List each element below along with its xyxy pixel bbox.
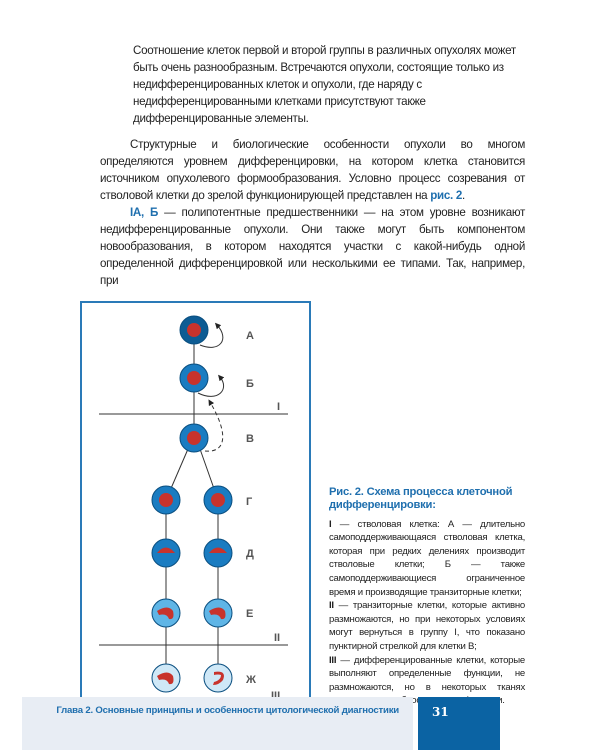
paragraph-2: IА, Б — полипотентные предшественники — …	[100, 206, 525, 287]
caption-title: Рис. 2. Схема процесса клеточной диффере…	[329, 485, 513, 512]
figure-row: А Б В Г Д Е Ж I II III Рис. 2. Схема про…	[0, 301, 600, 708]
paragraph-1: Структурные и биологические особенности …	[100, 138, 525, 202]
cell-b	[179, 363, 209, 393]
caption-text: I — стволовая клетка: А — длительно само…	[329, 518, 525, 708]
nucleus	[213, 671, 224, 685]
self-renew-arrow-a	[199, 322, 224, 348]
nucleus	[157, 607, 174, 620]
figure-frame	[80, 301, 311, 708]
cell-label-a: А	[246, 330, 254, 342]
group-label-II: II	[274, 632, 280, 644]
cell-label-e: Е	[246, 608, 253, 620]
nucleus	[187, 323, 201, 337]
cell-g1	[151, 485, 181, 515]
chapter-title: Глава 2. Основные принципы и особенности…	[56, 705, 399, 716]
cell-differentiation-figure: А Б В Г Д Е Ж I II III	[80, 301, 311, 708]
cell-label-g: Г	[246, 496, 253, 508]
page-content: Соотношение клеток первой и второй групп…	[0, 42, 600, 708]
footer-band: Глава 2. Основные принципы и особенности…	[22, 697, 413, 750]
cell-label-zh: Ж	[245, 674, 256, 686]
cell-label-v: В	[246, 433, 254, 445]
cell-a	[179, 315, 209, 345]
caption-item: I — стволовая клетка: А — длительно само…	[329, 518, 525, 598]
page-number-box: 31	[418, 697, 500, 750]
cell-g2	[203, 485, 233, 515]
nucleus	[187, 431, 201, 445]
figure-caption: Рис. 2. Схема процесса клеточной диффере…	[329, 486, 525, 708]
nucleus	[159, 493, 173, 507]
caption-item: II — транзиторные клетки, которые активн…	[329, 600, 525, 653]
body-text: Структурные и биологические особенности …	[100, 136, 525, 289]
cell-body	[203, 663, 233, 693]
cell-d1	[151, 538, 181, 568]
paragraph-lead: IА, Б	[130, 206, 159, 219]
cell-zh1	[151, 663, 181, 693]
cell-zh2	[203, 663, 233, 693]
cell-label-d: Д	[246, 548, 254, 560]
nucleus	[187, 371, 201, 385]
group-label-I: I	[277, 401, 280, 413]
cell-label-b: Б	[246, 378, 254, 390]
caption-item: III — дифференцированные клетки, которые…	[329, 654, 525, 707]
dedifferentiation-arrow	[204, 399, 224, 452]
cell-e2	[203, 598, 233, 628]
nucleus	[209, 607, 226, 620]
intro-quote: Соотношение клеток первой и второй групп…	[133, 44, 516, 125]
nucleus	[157, 547, 175, 553]
cell-e1	[151, 598, 181, 628]
cell-d2	[203, 538, 233, 568]
nucleus	[211, 493, 225, 507]
nucleus	[157, 672, 174, 685]
nucleus	[209, 547, 227, 553]
cell-v	[179, 423, 209, 453]
page-number: 31	[432, 705, 449, 719]
group-label-III: III	[271, 690, 280, 702]
self-renew-arrow-b	[197, 374, 225, 397]
figure-reference-link[interactable]: рис. 2	[430, 189, 463, 202]
